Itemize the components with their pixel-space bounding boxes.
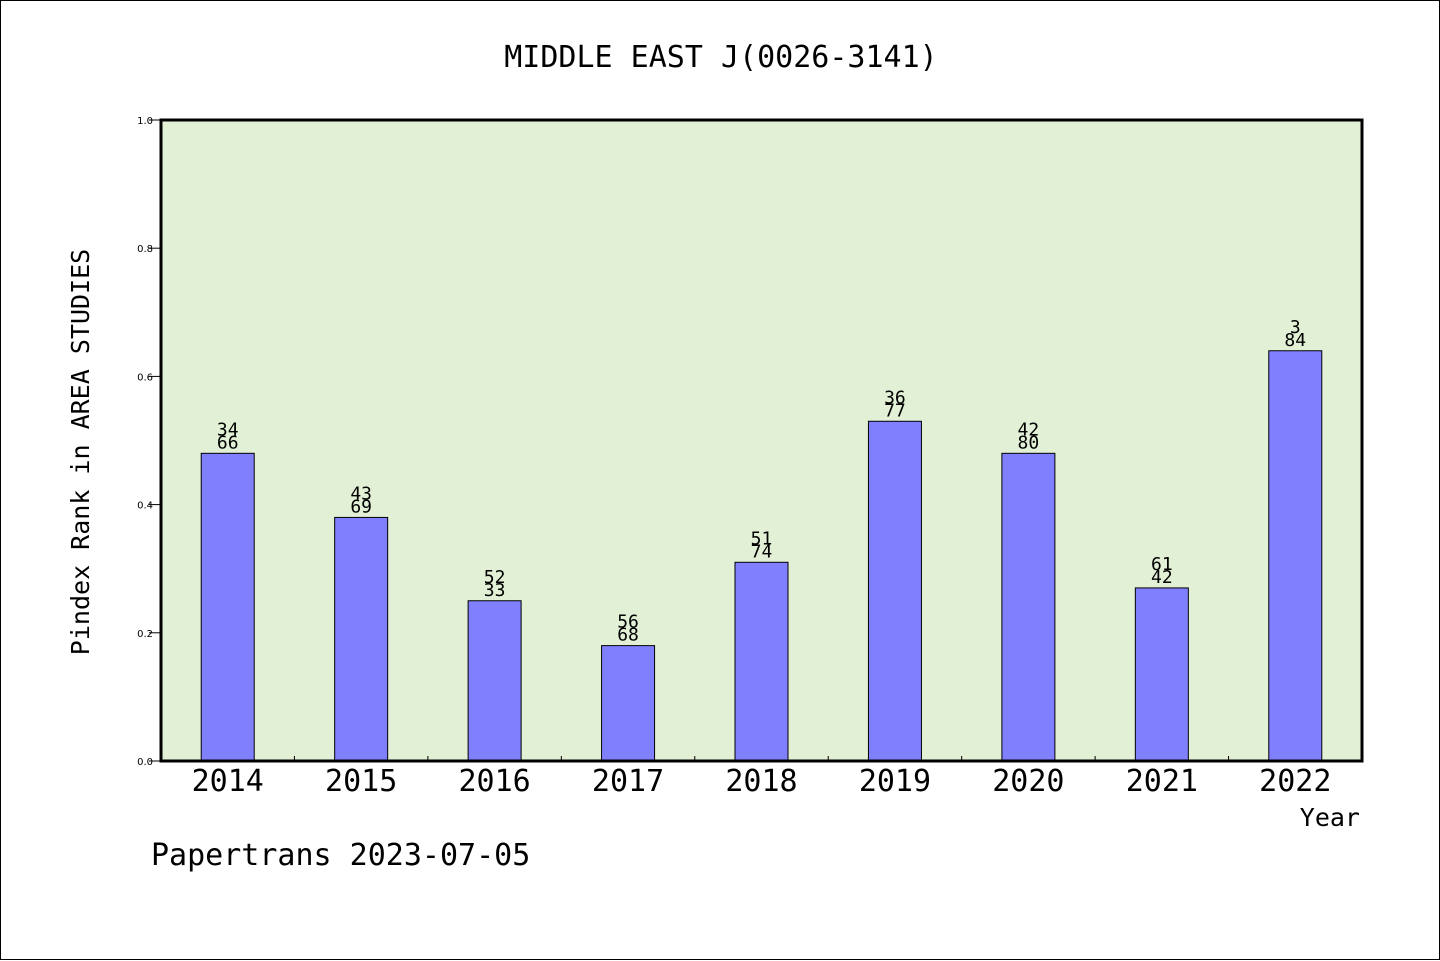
y-axis: 0.0 0.2 0.4 0.6 0.8 1.0 bbox=[137, 116, 161, 768]
bar-2022 bbox=[1268, 350, 1323, 762]
bar-label-top-2020: 42 bbox=[1018, 419, 1040, 440]
footer-text: Papertrans 2023-07-05 bbox=[151, 838, 530, 873]
y-tick-label: 1.0 bbox=[137, 116, 153, 127]
x-tick-label-2015: 2015 bbox=[325, 764, 397, 799]
x-tick-label-2020: 2020 bbox=[992, 764, 1064, 799]
x-tick-label-2017: 2017 bbox=[592, 764, 664, 799]
x-tick-label-2022: 2022 bbox=[1259, 764, 1331, 799]
bar-label-top-2022: 3 bbox=[1290, 317, 1301, 338]
x-tick-label-2019: 2019 bbox=[859, 764, 931, 799]
y-axis-label: Pindex Rank in AREA STUDIES bbox=[66, 249, 95, 655]
bar-label-bottom-2021: 42 bbox=[1151, 567, 1173, 588]
bar-label-top-2017: 56 bbox=[617, 612, 639, 633]
plot-border bbox=[159, 118, 1364, 763]
bar-2021 bbox=[1134, 587, 1189, 762]
bar-label-top-2021: 61 bbox=[1151, 554, 1173, 575]
bar-label-top-2014: 34 bbox=[217, 419, 239, 440]
x-axis: 2014 2015 2016 2017 2018 2019 2020 2021 2022 bbox=[192, 756, 1331, 799]
y-tick-label: 0.2 bbox=[137, 629, 153, 640]
x-tick-label-2018: 2018 bbox=[725, 764, 797, 799]
bar-label-bottom-2020: 80 bbox=[1018, 432, 1040, 453]
x-tick-label-2021: 2021 bbox=[1126, 764, 1198, 799]
bar-2016 bbox=[467, 600, 522, 762]
y-tick-label: 0.0 bbox=[137, 757, 153, 768]
y-tick-label: 0.8 bbox=[137, 244, 153, 255]
bar-2018 bbox=[734, 561, 789, 762]
x-axis-label: Year bbox=[1300, 803, 1360, 832]
bar-2020 bbox=[1001, 452, 1056, 762]
x-tick-label-2016: 2016 bbox=[458, 764, 530, 799]
bar-label-bottom-2018: 74 bbox=[751, 541, 773, 562]
bar-label-bottom-2022: 84 bbox=[1284, 330, 1306, 351]
bar-label-bottom-2019: 77 bbox=[884, 400, 906, 421]
x-tick-label-2014: 2014 bbox=[192, 764, 264, 799]
bar-label-bottom-2016: 33 bbox=[484, 580, 506, 601]
bar-2015 bbox=[334, 516, 389, 762]
bar-2017 bbox=[601, 645, 656, 762]
chart-title: MIDDLE EAST J(0026-3141) bbox=[504, 40, 937, 75]
bar-label-top-2018: 51 bbox=[751, 528, 773, 549]
bar-label-bottom-2014: 66 bbox=[217, 432, 239, 453]
bar-2014 bbox=[200, 452, 255, 762]
bar-label-top-2016: 52 bbox=[484, 567, 506, 588]
bar-label-top-2015: 43 bbox=[350, 483, 372, 504]
bar-label-bottom-2015: 69 bbox=[350, 496, 372, 517]
bar-label-top-2019: 36 bbox=[884, 387, 906, 408]
y-tick-label: 0.6 bbox=[137, 372, 153, 383]
y-tick-label: 0.4 bbox=[137, 501, 153, 512]
bar-2019 bbox=[867, 420, 922, 762]
bars-group bbox=[200, 350, 1323, 762]
bar-label-bottom-2017: 68 bbox=[617, 625, 639, 646]
